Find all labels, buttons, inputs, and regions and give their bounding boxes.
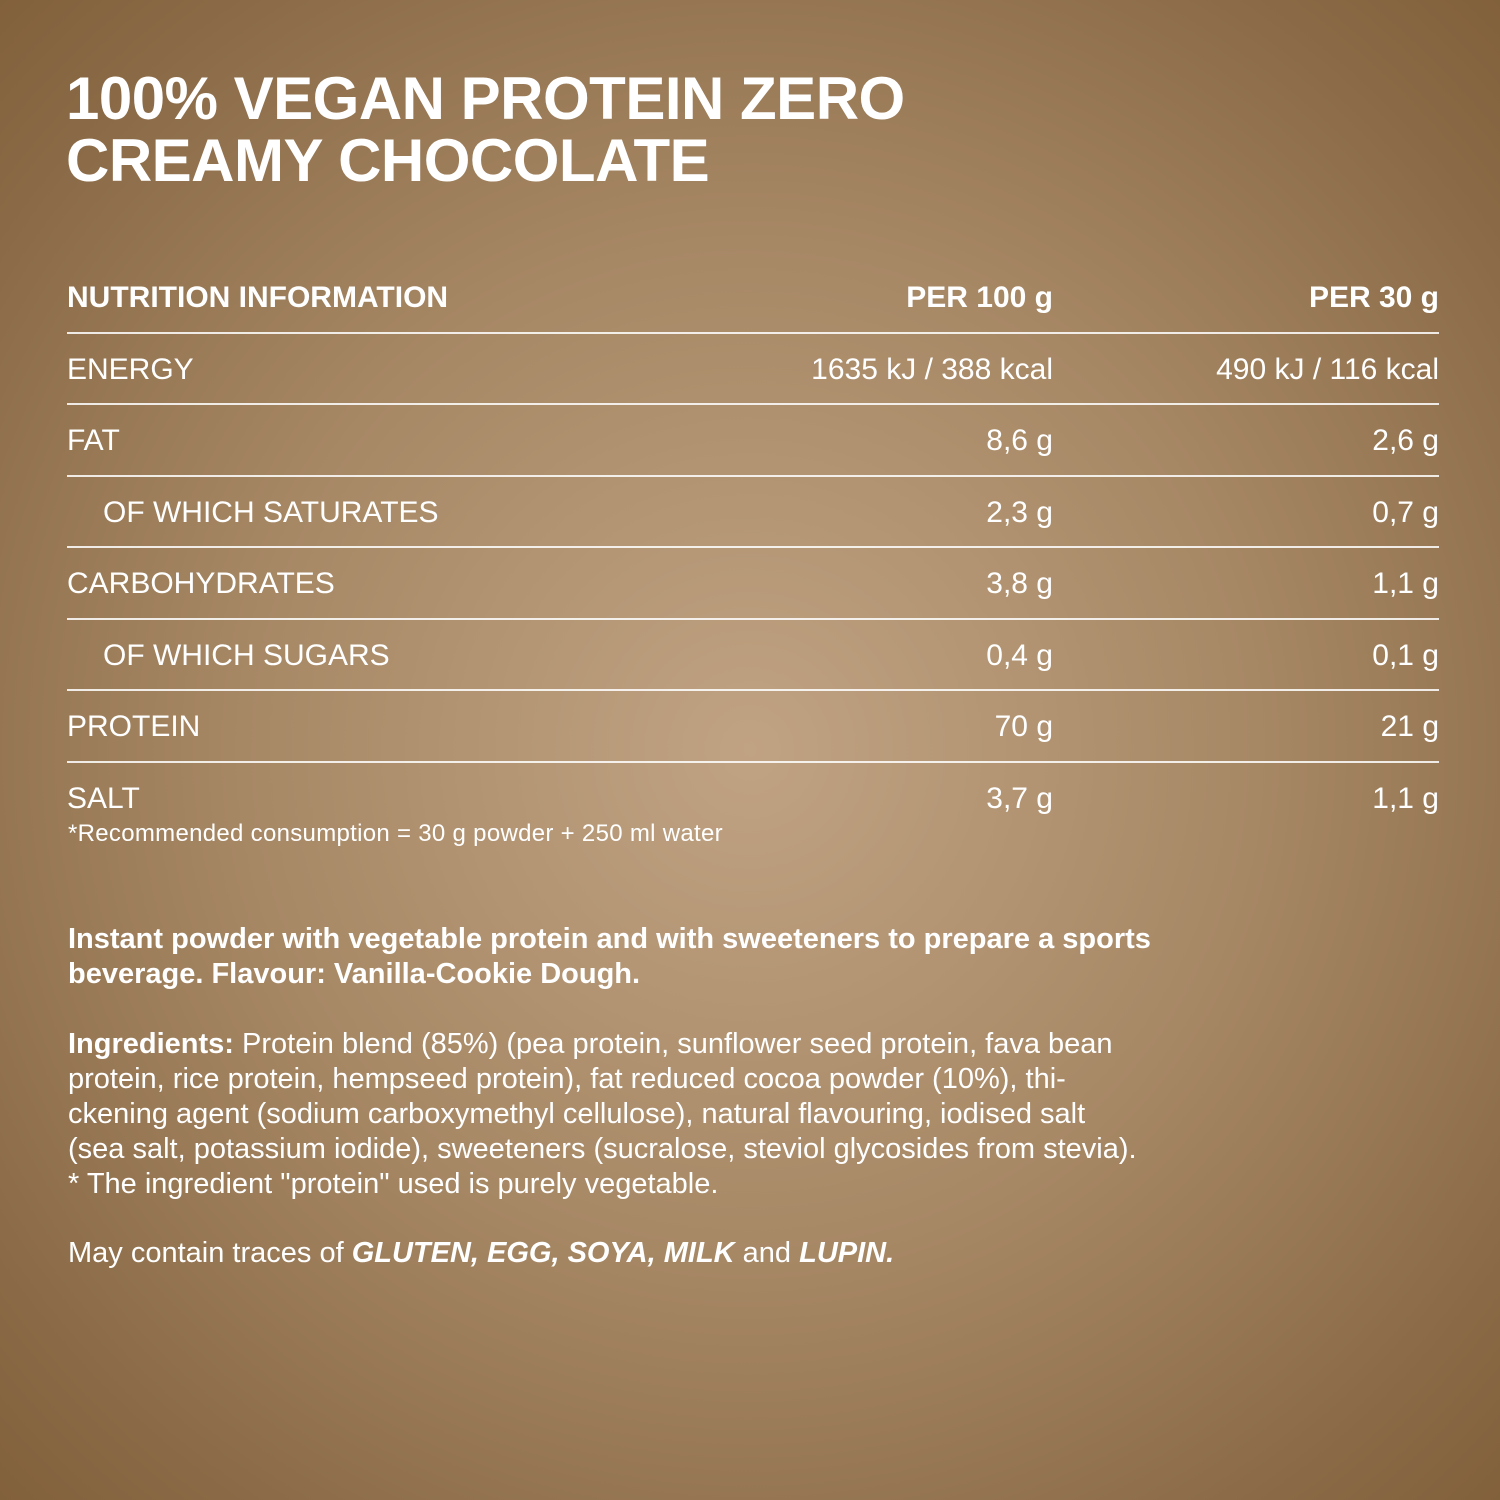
allergen-list: GLUTEN, EGG, SOYA, MILK [351,1237,735,1269]
value-per30: 2,6 g [1372,424,1439,457]
ingredients-line: Ingredients: Protein blend (85%) (pea pr… [68,1027,1137,1062]
allergen-and: and [734,1237,800,1269]
nutrient-label: OF WHICH SUGARS [103,638,390,672]
header-per100: PER 100 g [906,281,1053,314]
table-row: OF WHICH SUGARS 0,4 g 0,1 g [67,620,1439,691]
table-row: PROTEIN 70 g 21 g [67,691,1439,763]
value-per30: 0,1 g [1372,638,1439,672]
ingredients-line: * The ingredient "protein" used is purel… [68,1168,719,1200]
allergen-statement: May contain traces of GLUTEN, EGG, SOYA,… [68,1237,894,1270]
value-per100: 8,6 g [986,424,1053,457]
value-per30: 1,1 g [1372,781,1439,815]
value-per30: 0,7 g [1372,495,1439,529]
value-per100: 0,4 g [986,638,1053,672]
table-row: OF WHICH SATURATES 2,3 g 0,7 g [67,477,1439,548]
table-row: ENERGY 1635 kJ / 388 kcal 490 kJ / 116 k… [67,334,1439,405]
ingredients-line: ckening agent (sodium carboxymethyl cell… [68,1098,1086,1130]
value-per100: 2,3 g [986,495,1053,529]
product-title: 100% VEGAN PROTEIN ZERO CREAMY CHOCOLATE [66,68,905,192]
table-header: NUTRITION INFORMATION PER 100 g PER 30 g [67,262,1439,334]
ingredients-line: protein, rice protein, hempseed protein)… [68,1063,1066,1095]
nutrient-label: PROTEIN [67,710,201,743]
ingredients: Ingredients: Protein blend (85%) (pea pr… [68,1027,1137,1202]
table-row: SALT 3,7 g 1,1 g [67,763,1439,833]
value-per30: 21 g [1380,710,1439,743]
value-per100: 1635 kJ / 388 kcal [811,352,1053,386]
nutrient-label: SALT [67,781,140,815]
value-per100: 70 g [994,710,1053,743]
ingredients-line: (sea salt, potassium iodide), sweeteners… [68,1133,1137,1165]
allergen-prefix: May contain traces of [68,1237,352,1269]
value-per100: 3,7 g [986,781,1053,815]
title-line: CREAMY CHOCOLATE [66,127,710,194]
header-label: NUTRITION INFORMATION [67,281,449,314]
value-per30: 490 kJ / 116 kcal [1216,352,1439,386]
header-per30: PER 30 g [1308,281,1439,314]
nutrition-table: NUTRITION INFORMATION PER 100 g PER 30 g… [67,262,1439,832]
description-line: beverage. Flavour: Vanilla-Cookie Dough. [68,958,641,990]
description-line: Instant powder with vegetable protein an… [68,923,1151,955]
product-description: Instant powder with vegetable protein an… [68,922,1151,992]
allergen-last: LUPIN. [799,1237,895,1269]
title-line: 100% VEGAN PROTEIN ZERO [66,65,905,132]
ingredients-label: Ingredients: [68,1028,234,1060]
nutrient-label: CARBOHYDRATES [67,567,335,600]
nutrient-label: ENERGY [67,352,194,386]
value-per100: 3,8 g [986,567,1053,600]
ingredients-text: Protein blend (85%) (pea protein, sunflo… [233,1028,1113,1060]
footnote: *Recommended consumption = 30 g powder +… [68,820,723,847]
nutrient-label: FAT [67,424,120,457]
nutrient-label: OF WHICH SATURATES [103,495,439,529]
table-row: FAT 8,6 g 2,6 g [67,405,1439,477]
value-per30: 1,1 g [1372,567,1439,600]
table-row: CARBOHYDRATES 3,8 g 1,1 g [67,548,1439,620]
